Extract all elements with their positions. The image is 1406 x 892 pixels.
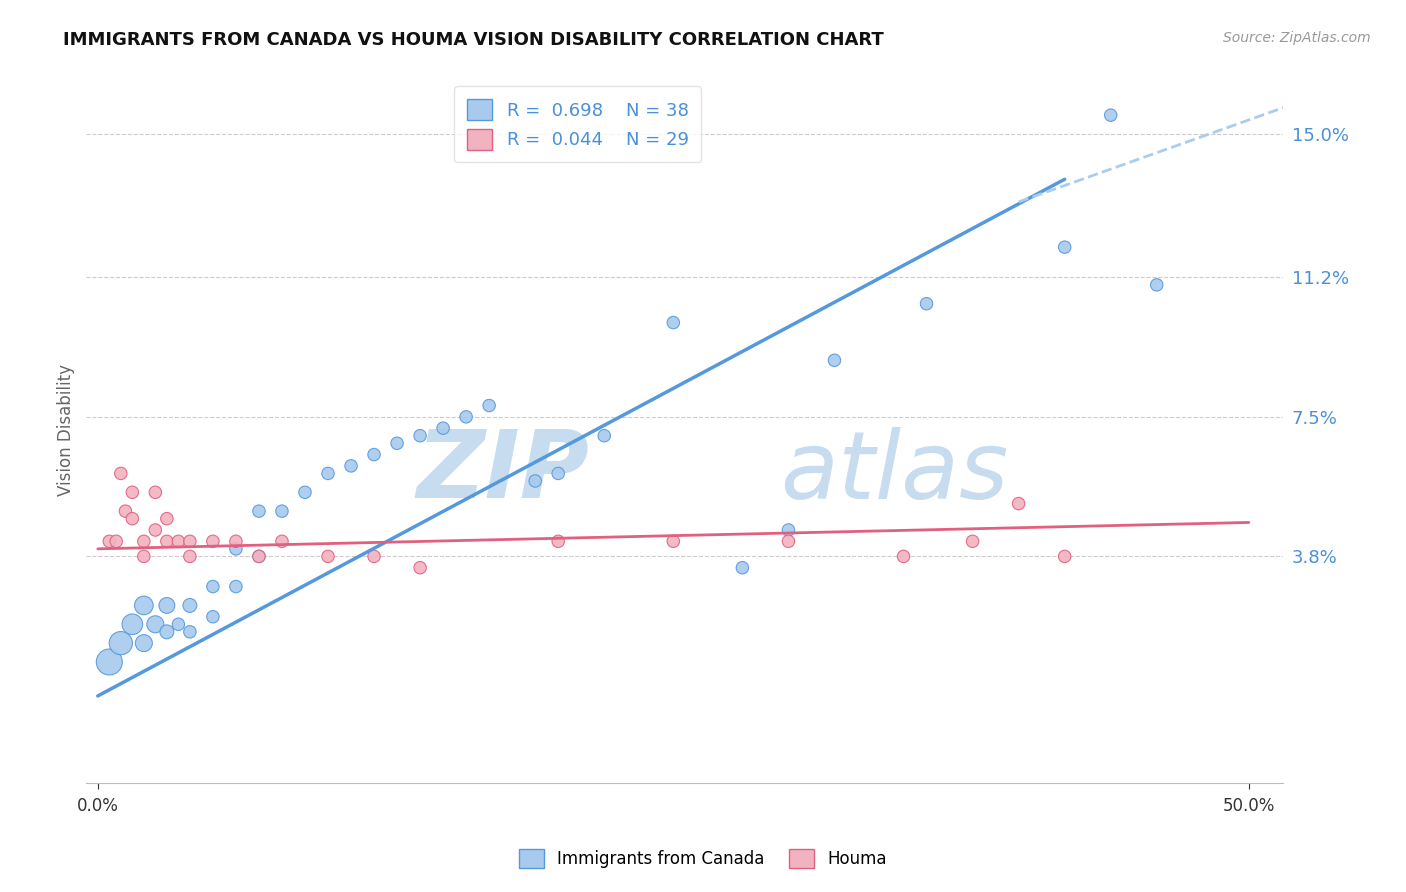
Point [593, 428, 616, 442]
Point [132, 549, 155, 564]
Text: Source: ZipAtlas.com: Source: ZipAtlas.com [1223, 31, 1371, 45]
Point [294, 485, 316, 500]
Point [340, 458, 363, 473]
Point [121, 511, 143, 525]
Point [662, 316, 685, 330]
Point [1099, 108, 1122, 122]
Point [132, 636, 155, 650]
Point [179, 624, 201, 639]
Point [225, 534, 247, 549]
Point [478, 399, 501, 413]
Point [731, 560, 754, 574]
Point [247, 549, 270, 564]
Point [143, 485, 166, 500]
Point [271, 534, 294, 549]
Point [363, 448, 385, 462]
Point [98, 534, 121, 549]
Point [121, 485, 143, 500]
Point [132, 534, 155, 549]
Point [662, 534, 685, 549]
Point [524, 474, 547, 488]
Point [1007, 497, 1029, 511]
Y-axis label: Vision Disability: Vision Disability [58, 364, 75, 496]
Point [179, 534, 201, 549]
Point [143, 523, 166, 537]
Point [316, 467, 339, 481]
Point [271, 504, 294, 518]
Point [409, 428, 432, 442]
Text: IMMIGRANTS FROM CANADA VS HOUMA VISION DISABILITY CORRELATION CHART: IMMIGRANTS FROM CANADA VS HOUMA VISION D… [63, 31, 884, 49]
Point [1053, 240, 1076, 254]
Point [823, 353, 845, 368]
Point [547, 534, 569, 549]
Point [225, 541, 247, 556]
Point [167, 534, 190, 549]
Point [778, 523, 800, 537]
Point [179, 599, 201, 613]
Point [167, 617, 190, 632]
Point [201, 580, 224, 594]
Point [547, 467, 569, 481]
Point [247, 504, 270, 518]
Point [893, 549, 915, 564]
Point [778, 534, 800, 549]
Point [316, 549, 339, 564]
Point [363, 549, 385, 564]
Point [247, 549, 270, 564]
Point [1146, 277, 1168, 292]
Point [409, 560, 432, 574]
Point [156, 624, 179, 639]
Point [143, 617, 166, 632]
Legend: Immigrants from Canada, Houma: Immigrants from Canada, Houma [512, 842, 894, 875]
Legend: R =  0.698    N = 38, R =  0.044    N = 29: R = 0.698 N = 38, R = 0.044 N = 29 [454, 87, 702, 162]
Point [105, 534, 128, 549]
Point [114, 504, 136, 518]
Point [156, 511, 179, 525]
Point [156, 599, 179, 613]
Text: atlas: atlas [780, 427, 1010, 518]
Point [432, 421, 454, 435]
Point [201, 534, 224, 549]
Point [132, 599, 155, 613]
Point [225, 580, 247, 594]
Point [456, 409, 478, 424]
Text: ZIP: ZIP [416, 426, 589, 518]
Point [201, 609, 224, 624]
Point [121, 617, 143, 632]
Point [110, 467, 132, 481]
Point [110, 636, 132, 650]
Point [915, 296, 938, 310]
Point [1053, 549, 1076, 564]
Point [179, 549, 201, 564]
Point [98, 655, 121, 669]
Point [156, 534, 179, 549]
Point [962, 534, 984, 549]
Point [385, 436, 408, 450]
